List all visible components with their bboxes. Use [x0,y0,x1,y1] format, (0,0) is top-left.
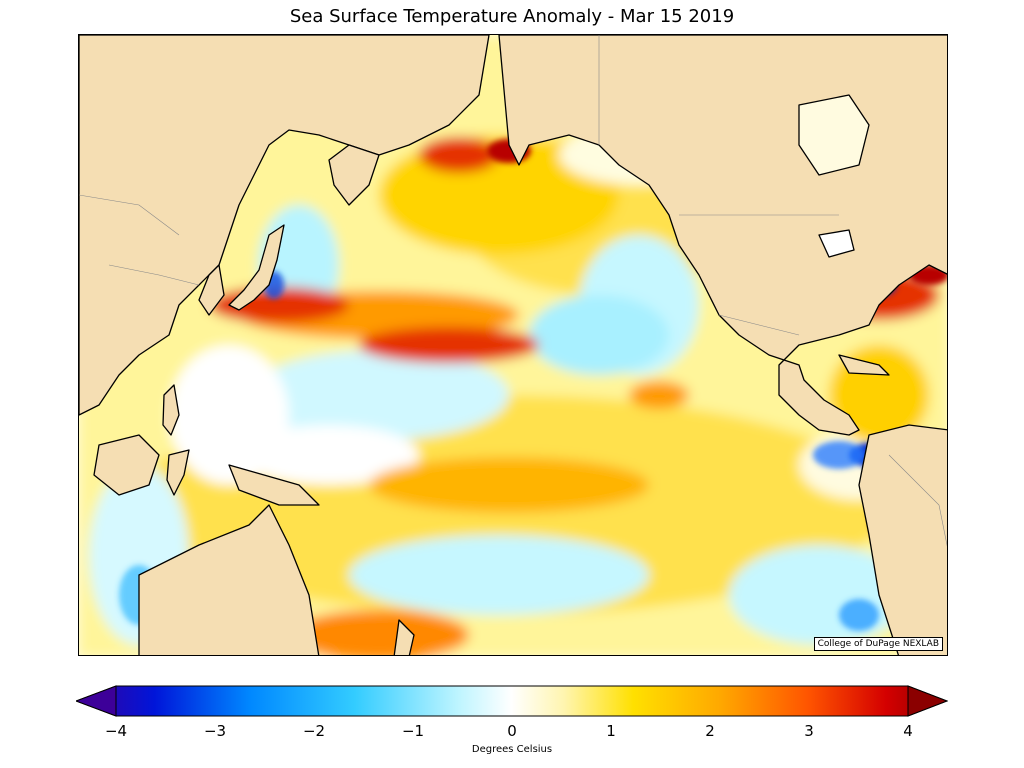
colorbar-max-extension [907,685,948,717]
colorbar-ticks: −4 −3 −2 −1 0 1 2 3 4 [0,722,1024,742]
credit-label: College of DuPage NEXLAB [813,637,943,651]
colorbar-tick: −2 [302,722,326,740]
philippines [162,384,180,436]
sulawesi [166,449,190,496]
south-america [858,424,947,655]
colorbar-tick: −3 [203,722,227,740]
colorbar-tick: 3 [804,722,814,740]
japan [228,224,285,311]
great-lakes [818,229,855,258]
asia-landmass [79,35,490,416]
map-canvas [79,35,947,655]
new-guinea [228,464,320,506]
colorbar-tick: 1 [606,722,616,740]
caribbean-islands [838,354,890,376]
hudson-bay [798,94,870,176]
new-zealand [393,619,415,655]
colorbar-min-extension [76,685,117,717]
colorbar-tick: 2 [705,722,715,740]
colorbar-tick: −4 [104,722,128,740]
colorbar-tick: 4 [903,722,913,740]
map-title: Sea Surface Temperature Anomaly - Mar 15… [289,6,735,27]
colorbar-label: Degrees Celsius [471,744,553,755]
colorbar [76,685,948,717]
land [79,35,947,655]
australia [138,504,320,655]
korea-peninsula [198,264,225,316]
kamchatka-peninsula [328,144,380,206]
colorbar-tick: −1 [401,722,425,740]
country-borders [79,35,947,547]
borneo [93,434,160,496]
colorbar-tick: 0 [507,722,517,740]
sst-anomaly-map: College of DuPage NEXLAB [78,34,948,656]
